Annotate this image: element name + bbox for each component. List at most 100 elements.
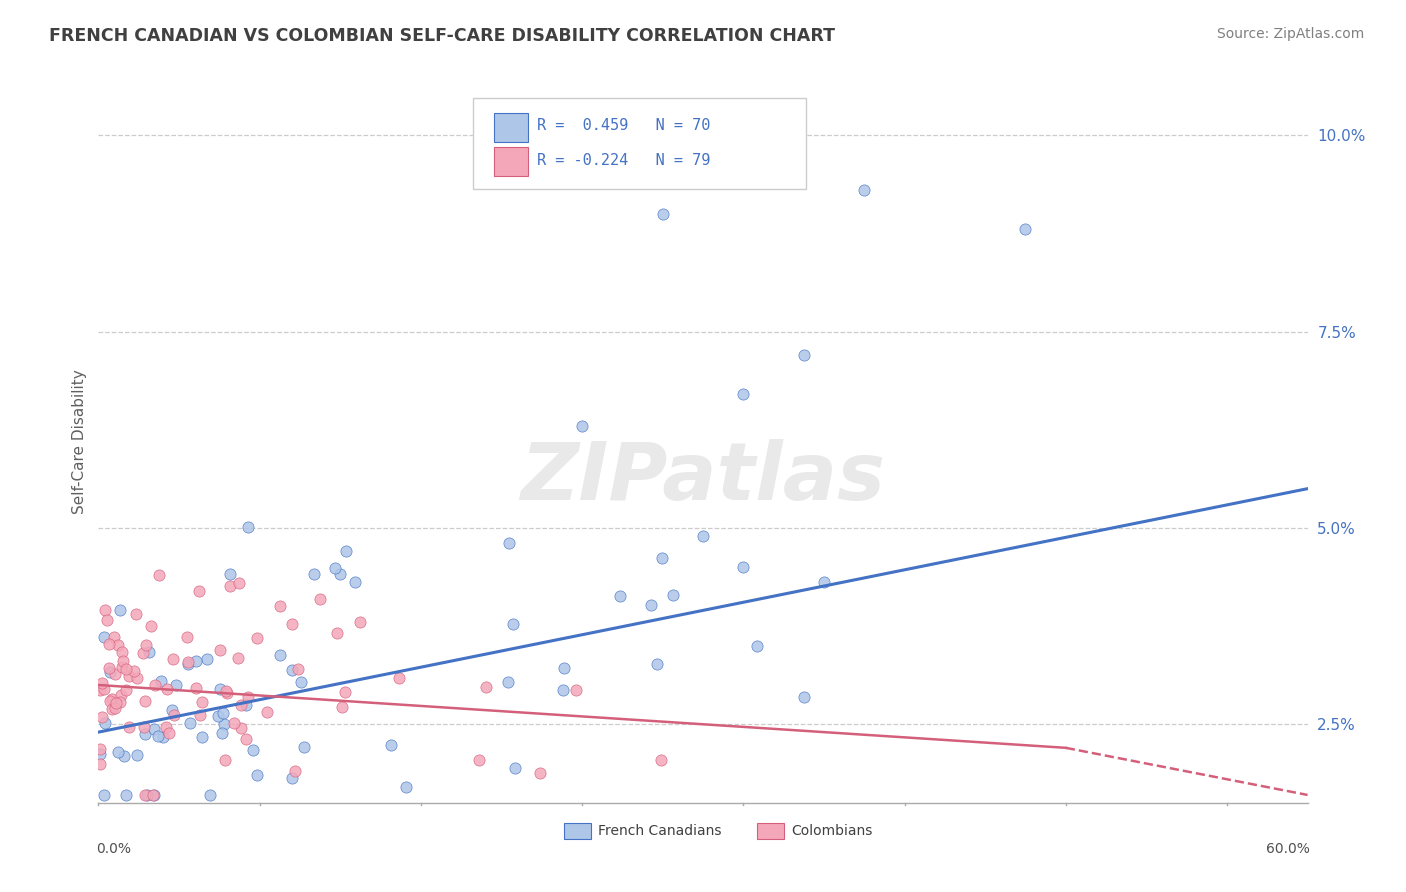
Point: [236, 519, 259, 533]
Point: [222, 716, 245, 731]
Point: [143, 788, 166, 802]
Point: [114, 788, 136, 802]
Point: [134, 788, 156, 802]
Point: [117, 720, 139, 734]
Point: [647, 657, 669, 671]
Point: [132, 646, 155, 660]
Point: [89, 756, 111, 771]
Point: [179, 715, 201, 730]
Point: [325, 560, 347, 574]
Point: [122, 664, 145, 678]
Point: [98, 637, 121, 651]
Point: [112, 749, 135, 764]
Point: [212, 717, 235, 731]
Point: [214, 752, 236, 766]
Point: [176, 657, 198, 671]
Point: [503, 761, 526, 775]
Point: [148, 568, 170, 582]
Point: [132, 720, 155, 734]
Point: [349, 615, 371, 630]
Point: [651, 207, 673, 221]
Point: [91, 710, 114, 724]
Text: FRENCH CANADIAN VS COLOMBIAN SELF-CARE DISABILITY CORRELATION CHART: FRENCH CANADIAN VS COLOMBIAN SELF-CARE D…: [49, 27, 835, 45]
Point: [242, 742, 264, 756]
Point: [281, 772, 304, 786]
Point: [104, 696, 127, 710]
Point: [292, 739, 315, 754]
Point: [93, 682, 115, 697]
Point: [162, 652, 184, 666]
Point: [733, 560, 755, 574]
Point: [163, 707, 186, 722]
Point: [215, 684, 238, 698]
Point: [90, 675, 112, 690]
FancyBboxPatch shape: [474, 98, 806, 189]
Text: 0.0%: 0.0%: [97, 842, 131, 856]
Point: [143, 678, 166, 692]
Point: [209, 682, 232, 697]
Point: [388, 671, 411, 685]
Point: [114, 683, 136, 698]
Point: [152, 730, 174, 744]
Point: [853, 183, 876, 197]
Point: [98, 694, 121, 708]
Point: [651, 551, 673, 566]
Point: [343, 575, 366, 590]
Text: 60.0%: 60.0%: [1265, 842, 1309, 856]
Point: [269, 599, 291, 614]
Bar: [494, 147, 527, 177]
Point: [246, 631, 269, 645]
Point: [155, 720, 177, 734]
Point: [125, 747, 148, 762]
Point: [650, 753, 672, 767]
Point: [195, 652, 218, 666]
Point: [141, 619, 163, 633]
Point: [188, 583, 211, 598]
Point: [89, 747, 111, 761]
Point: [134, 727, 156, 741]
Bar: [564, 823, 591, 838]
Point: [529, 766, 551, 780]
Point: [98, 665, 121, 680]
Point: [226, 651, 249, 665]
Point: [176, 631, 198, 645]
Point: [330, 699, 353, 714]
Point: [89, 742, 111, 756]
Point: [149, 674, 172, 689]
Point: [107, 745, 129, 759]
Point: [125, 671, 148, 685]
Point: [229, 698, 252, 713]
Point: [329, 566, 352, 581]
Point: [177, 655, 200, 669]
Point: [110, 695, 132, 709]
Point: [146, 729, 169, 743]
Point: [135, 788, 157, 802]
Point: [186, 654, 208, 668]
Point: [135, 638, 157, 652]
Point: [284, 764, 307, 778]
Point: [309, 591, 332, 606]
Bar: [494, 112, 527, 142]
Point: [157, 726, 180, 740]
Point: [114, 662, 136, 676]
Point: [571, 418, 593, 433]
Point: [553, 682, 575, 697]
Point: [290, 675, 312, 690]
Point: [335, 544, 357, 558]
Point: [94, 603, 117, 617]
Point: [692, 529, 714, 543]
Point: [793, 348, 815, 362]
Point: [207, 708, 229, 723]
Point: [212, 706, 235, 721]
Point: [380, 739, 402, 753]
Point: [609, 590, 631, 604]
Bar: [758, 823, 785, 838]
Point: [111, 654, 134, 668]
Point: [281, 663, 304, 677]
Point: [94, 715, 117, 730]
Point: [228, 575, 250, 590]
Point: [256, 705, 278, 719]
Text: ZIPatlas: ZIPatlas: [520, 439, 886, 516]
Point: [1014, 222, 1036, 236]
Point: [118, 669, 141, 683]
